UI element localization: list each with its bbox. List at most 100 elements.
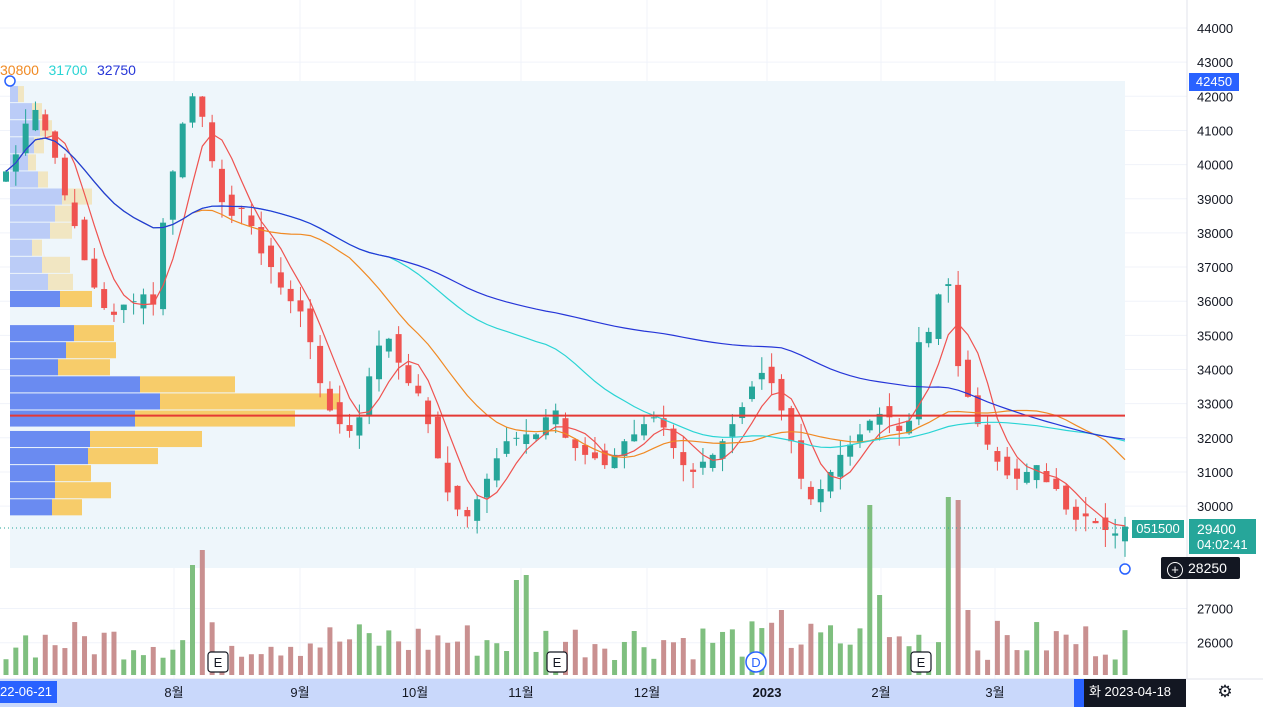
volume-profile-bar [32, 239, 42, 256]
candle-body [847, 444, 854, 457]
candle-body [454, 485, 461, 510]
volume-bar [572, 629, 578, 675]
volume-bar [1034, 622, 1040, 675]
volume-profile-bar [74, 325, 114, 342]
range-start-handle[interactable] [4, 75, 16, 87]
candle-body [552, 410, 559, 425]
candle-body [915, 342, 922, 420]
candle-body [71, 202, 78, 227]
volume-bar [396, 641, 402, 675]
candle-body [513, 437, 520, 439]
candle-body [778, 378, 785, 411]
time-tick-label: 9월 [290, 685, 309, 700]
candle-body [621, 441, 628, 456]
volume-profile-bar [10, 256, 42, 273]
volume-bar [778, 610, 784, 675]
candle-body [856, 434, 863, 442]
candle-body [22, 123, 29, 154]
moving-average-value: 32750 [97, 62, 136, 78]
gear-icon[interactable]: ⚙ [1217, 682, 1233, 701]
candle-body [110, 311, 117, 315]
volume-bar [906, 646, 912, 675]
volume-bar [710, 642, 716, 675]
cursor-range-edge [1074, 679, 1084, 707]
candle-body [798, 440, 805, 479]
volume-profile-bar [10, 430, 90, 448]
volume-bar [818, 632, 824, 675]
candle-body [218, 168, 225, 203]
event-marker-label: D [751, 655, 760, 670]
candle-body [32, 109, 39, 131]
volume-profile-bar [10, 376, 140, 393]
candle-body [277, 272, 284, 288]
volume-bar [975, 650, 981, 675]
volume-bar [729, 629, 735, 675]
volume-bar [720, 631, 726, 675]
volume-profile-bar [10, 482, 55, 499]
volume-bar [847, 644, 853, 675]
price-tick-label: 38000 [1197, 226, 1233, 241]
volume-bar [837, 643, 843, 675]
volume-bar [896, 636, 902, 675]
candle-body [474, 499, 481, 521]
time-tick-label: 2023 [753, 685, 782, 700]
price-tick-label: 41000 [1197, 123, 1233, 138]
price-axis[interactable]: 44000 43000 42000 41000 40000 39000 38000 37000… [1197, 21, 1233, 651]
volume-bar [278, 655, 284, 675]
volume-profile-bar [10, 273, 48, 290]
volume-profile-bar [135, 410, 295, 427]
candle-body [297, 300, 304, 312]
candle-body [827, 471, 834, 492]
volume-profile-bar [10, 465, 55, 482]
event-marker-label: E [553, 655, 562, 670]
candle-body [680, 452, 687, 466]
volume-bar [582, 657, 588, 675]
price-tick-label: 39000 [1197, 192, 1233, 207]
candle-body [287, 288, 294, 302]
time-tick-label: 11월 [508, 685, 533, 700]
volume-profile-bar [28, 154, 36, 171]
candle-body [395, 334, 402, 363]
volume-profile-bar [10, 393, 160, 410]
candle-body [719, 441, 726, 459]
plus-circle-icon[interactable]: + [1167, 561, 1183, 578]
candle-body [130, 301, 137, 303]
volume-bar [484, 640, 490, 675]
candle-body [709, 454, 716, 468]
candle-body [906, 420, 913, 434]
time-axis-cursor-label: 화 2023-04-18 [1074, 679, 1186, 707]
volume-bar [248, 654, 254, 675]
crosshair-price-badge[interactable]: +28250 [1161, 557, 1240, 579]
price-tick-label: 44000 [1197, 21, 1233, 36]
volume-bar [347, 639, 353, 675]
volume-bar [592, 644, 598, 675]
candle-body [660, 418, 667, 428]
volume-bar [631, 631, 637, 675]
volume-bar [690, 659, 696, 675]
candle-body [425, 400, 432, 425]
volume-profile-bar [58, 359, 110, 376]
moving-average-value: 30800 [0, 62, 39, 78]
volume-bar [160, 657, 166, 675]
candle-body [670, 428, 677, 449]
volume-profile-bar [10, 290, 60, 308]
current-price-value: 29400 [1197, 521, 1236, 537]
volume-profile-bar [90, 430, 202, 448]
volume-profile-bar [55, 465, 91, 482]
price-tick-label: 36000 [1197, 294, 1233, 309]
volume-bar [680, 638, 686, 675]
candle-body [81, 219, 88, 261]
volume-bar [523, 575, 529, 675]
candle-body [768, 366, 775, 384]
volume-bar [1093, 656, 1099, 675]
volume-profile-bar [60, 290, 92, 308]
price-tick-label: 37000 [1197, 260, 1233, 275]
volume-bar [140, 655, 146, 675]
volume-bar [3, 659, 9, 675]
volume-bar [886, 637, 892, 675]
candle-body [876, 413, 883, 425]
range-end-handle[interactable] [1119, 563, 1131, 575]
volume-bar [612, 659, 618, 675]
candle-body [1023, 471, 1030, 483]
